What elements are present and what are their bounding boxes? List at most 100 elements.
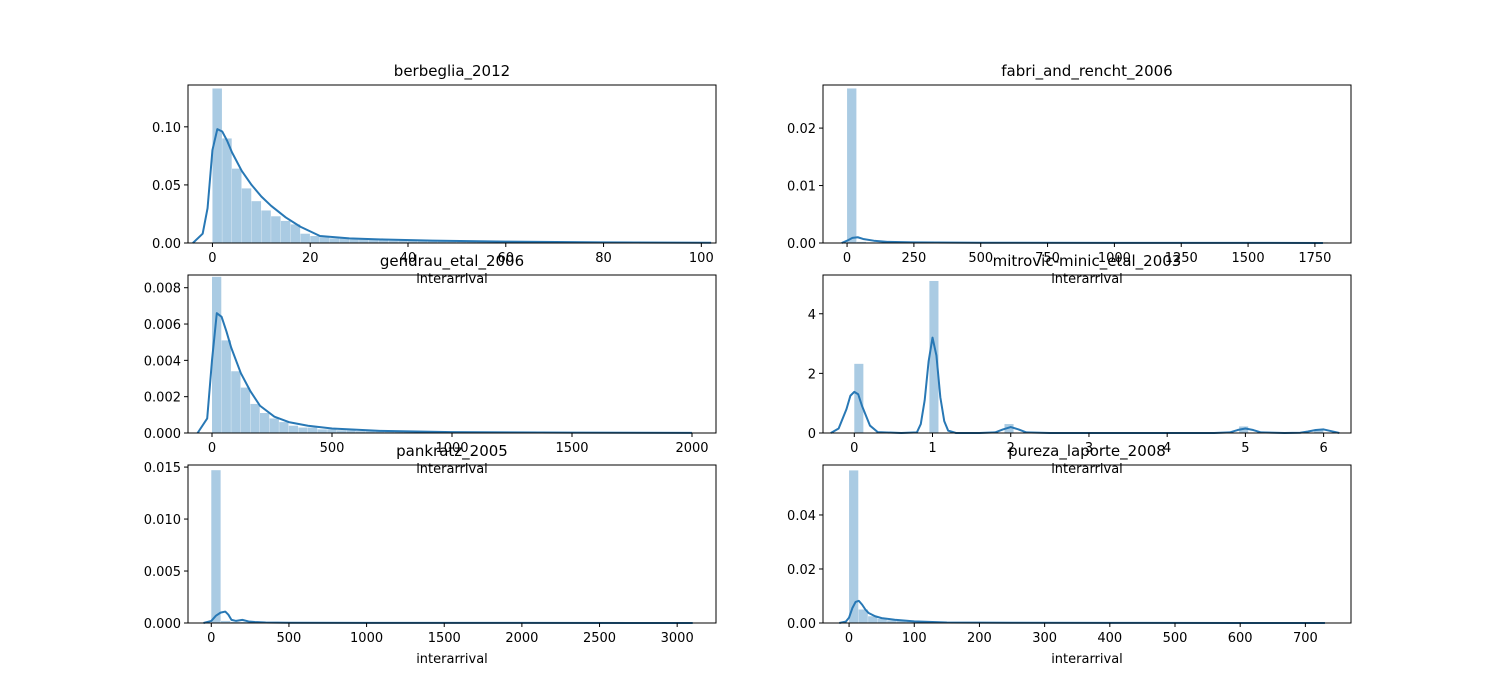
- histogram-bar: [1314, 429, 1324, 433]
- y-tick-label: 0.006: [144, 318, 181, 333]
- axes-frame: [822, 464, 1352, 624]
- histogram-bar: [398, 240, 408, 243]
- subplot-title: mitrovic-minic_etal_2003: [993, 252, 1182, 271]
- histogram-bar: [261, 210, 271, 243]
- histogram-bar: [232, 168, 242, 243]
- histogram-bar: [221, 340, 231, 433]
- axes-frame: [187, 84, 717, 244]
- histogram-bar: [437, 241, 447, 243]
- x-tick-label: 1000: [435, 441, 468, 456]
- x-tick-label: 0: [845, 631, 853, 646]
- histogram-bar: [427, 241, 438, 243]
- x-axis-label: interarrival: [416, 652, 488, 667]
- histogram-bar: [375, 431, 385, 433]
- kde-line: [203, 610, 693, 624]
- y-tick-label: 0.010: [144, 513, 181, 528]
- x-tick-label: 3: [1085, 441, 1093, 456]
- x-tick-label: 700: [1293, 631, 1318, 646]
- x-axis-label: interarrival: [416, 272, 488, 287]
- x-tick-label: 400: [1097, 631, 1122, 646]
- y-tick-label: 0.004: [144, 354, 181, 369]
- x-tick-label: 1500: [428, 631, 461, 646]
- subplot-title: pureza_laporte_2008: [1008, 442, 1166, 461]
- axes-frame: [822, 274, 1352, 434]
- x-tick-label: 500: [1163, 631, 1188, 646]
- y-tick-label: 0: [808, 427, 816, 442]
- x-tick-label: 600: [1228, 631, 1253, 646]
- histogram-bar: [240, 621, 250, 623]
- y-tick-label: 0.02: [787, 563, 816, 578]
- y-tick-label: 0.05: [152, 179, 181, 194]
- histogram-bar: [378, 239, 389, 243]
- y-tick-label: 0.02: [787, 122, 816, 137]
- histogram-bar: [356, 431, 366, 433]
- histogram-bar: [456, 241, 467, 243]
- histogram-bar: [868, 616, 878, 623]
- x-tick-label: 200: [967, 631, 992, 646]
- histogram-bar: [327, 429, 337, 433]
- x-tick-label: 4: [1163, 441, 1171, 456]
- histogram-bar: [220, 620, 231, 623]
- y-tick-label: 4: [808, 308, 816, 323]
- histogram-bar: [404, 431, 414, 433]
- histogram-bar: [298, 427, 308, 433]
- histogram-bar: [856, 241, 867, 243]
- histogram-bar: [240, 387, 251, 433]
- histogram-bar: [211, 470, 221, 623]
- x-tick-label: 1250: [1165, 251, 1198, 266]
- subplot-4: 0 1 2 3 4 5 6 0 2 4 interarrival: [808, 274, 1352, 477]
- histogram-bar: [447, 241, 457, 243]
- subplot-title: berbeglia_2012: [394, 62, 510, 81]
- y-tick-label: 0.00: [787, 617, 816, 632]
- histogram-bar: [896, 620, 906, 623]
- kde-line: [830, 336, 1340, 434]
- x-tick-label: 60: [498, 251, 515, 266]
- y-tick-label: 0.008: [144, 282, 181, 297]
- kde-line: [192, 128, 712, 244]
- y-tick-label: 0.04: [787, 509, 816, 524]
- histogram-bar: [887, 620, 897, 623]
- subplot-title: gendrau_etal_2006: [380, 252, 524, 271]
- x-tick-label: 0: [843, 251, 851, 266]
- histogram-bar: [212, 276, 222, 433]
- y-tick-label: 0.015: [144, 461, 181, 476]
- x-axis-label: interarrival: [1051, 652, 1123, 667]
- histogram-bar: [271, 216, 281, 243]
- histogram-bar: [417, 240, 428, 243]
- axes-frame: [822, 84, 1352, 244]
- y-tick-label: 0.00: [152, 237, 181, 252]
- y-tick-label: 2: [808, 367, 816, 382]
- histogram-bar: [308, 427, 318, 433]
- x-tick-label: 20: [302, 251, 319, 266]
- histogram-bar: [359, 239, 369, 243]
- x-tick-label: 1: [928, 441, 936, 456]
- y-tick-label: 0.01: [787, 180, 816, 195]
- histogram-bar: [250, 403, 260, 433]
- kde-line: [196, 312, 693, 434]
- histogram-bar: [368, 239, 379, 243]
- histogram-bar: [388, 240, 398, 243]
- subplot-2: 0 250 500 750 1000 1250 1500 1750 0.00 0.01 0.02 in…: [787, 84, 1352, 287]
- kde-line: [839, 599, 1325, 624]
- subplot-title: pankratz_2005: [396, 442, 508, 461]
- kde-line: [841, 236, 1323, 244]
- subplot-3: 0 500 1000 1500 2000 0.000 0.002 0.004 0.006 0.00…: [144, 274, 717, 477]
- histogram-bar: [290, 224, 301, 243]
- x-tick-label: 0: [850, 441, 858, 456]
- x-tick-label: 2: [1007, 441, 1015, 456]
- x-tick-label: 6: [1319, 441, 1327, 456]
- histogram-bar: [230, 621, 240, 623]
- x-tick-label: 80: [595, 251, 612, 266]
- axes-frame: [187, 464, 717, 624]
- histogram-bar: [212, 88, 222, 243]
- histogram-bar: [339, 238, 350, 243]
- x-tick-label: 750: [1035, 251, 1060, 266]
- x-tick-label: 1000: [1098, 251, 1131, 266]
- histogram-bar: [310, 236, 320, 243]
- x-tick-label: 500: [968, 251, 993, 266]
- subplot-1: 0 20 40 60 80 100 0.00 0.05 0.10 interarrival: [152, 84, 717, 287]
- histogram-bar: [320, 237, 330, 243]
- subplot-6: 0 100 200 300 400 500 600 700 0.00 0.02 0.04 intera…: [787, 464, 1352, 667]
- histogram-bar: [847, 88, 857, 244]
